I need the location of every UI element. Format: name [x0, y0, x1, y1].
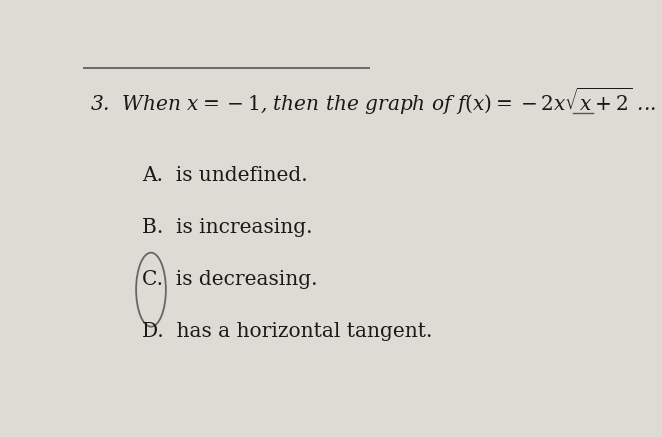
Text: A.  is undefined.: A. is undefined.	[142, 166, 307, 185]
Text: 3.  When $x=-1$, then the graph of $f(x)=-2x\sqrt{x+2}$ ...: 3. When $x=-1$, then the graph of $f(x)=…	[91, 86, 657, 117]
Text: D.  has a horizontal tangent.: D. has a horizontal tangent.	[142, 322, 432, 341]
Text: C.  is decreasing.: C. is decreasing.	[142, 270, 317, 289]
Text: B.  is increasing.: B. is increasing.	[142, 218, 312, 237]
